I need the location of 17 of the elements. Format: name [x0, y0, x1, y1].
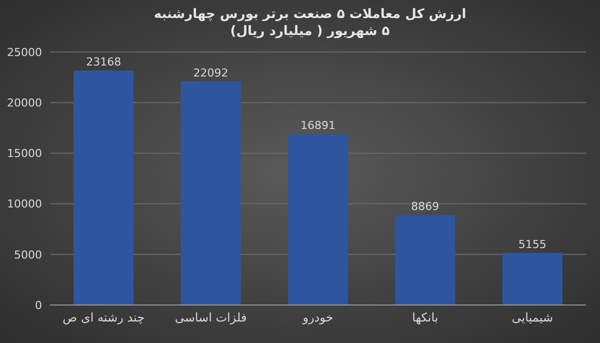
y-tick-label: 0 — [35, 298, 42, 312]
data-label: 22092 — [193, 66, 228, 80]
y-tick-label: 25000 — [7, 46, 42, 59]
y-tick-label: 20000 — [7, 96, 42, 110]
x-tick-label: خودرو — [302, 310, 334, 325]
data-label: 23168 — [86, 56, 122, 69]
y-tick-label: 15000 — [7, 147, 42, 160]
data-label: 8869 — [411, 200, 440, 214]
x-tick-label: چند رشته ای ص — [62, 310, 145, 325]
data-label: 5155 — [518, 238, 546, 251]
y-tick-label: 5000 — [14, 248, 42, 262]
chart-title: ارزش کل معاملات ۵ صنعت برتر بورس چهارشنبه ۵ شهریور ( میلیارد ریال) — [152, 6, 468, 40]
data-label: 16891 — [300, 119, 336, 132]
x-tick-label: بانکها — [412, 310, 438, 325]
y-tick-label: 10000 — [7, 198, 42, 211]
x-tick-label: شیمیایی — [512, 310, 554, 325]
x-tick-label: فلزات اساسی — [174, 310, 247, 325]
